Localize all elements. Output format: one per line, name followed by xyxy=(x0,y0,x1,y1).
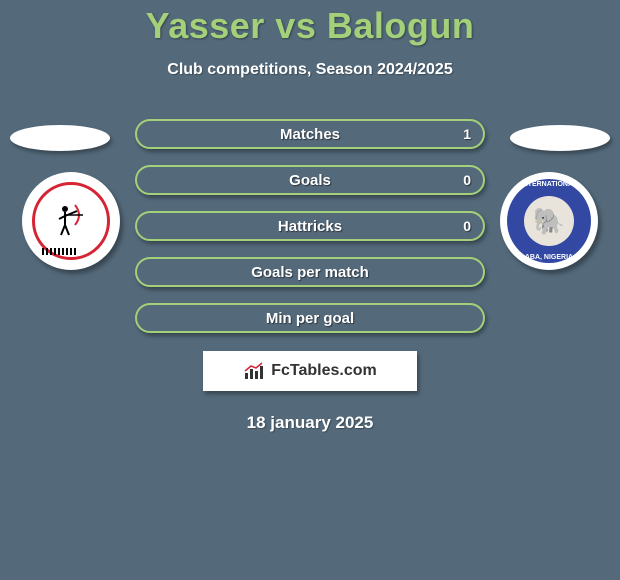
infographic-container: Yasser vs Balogun Club competitions, Sea… xyxy=(0,0,620,433)
chart-icon xyxy=(243,361,267,381)
stat-row-goals: Goals 0 xyxy=(135,165,485,195)
stat-row-min-per-goal: Min per goal xyxy=(135,303,485,333)
attribution-text: FcTables.com xyxy=(271,362,377,380)
page-title: Yasser vs Balogun xyxy=(0,5,620,47)
date-text: 18 january 2025 xyxy=(0,413,620,433)
stats-list: Matches 1 Goals 0 Hattricks 0 Goals per … xyxy=(0,119,620,333)
stat-value-right: 0 xyxy=(463,218,471,234)
stat-label: Matches xyxy=(280,126,340,143)
stat-value-right: 0 xyxy=(463,172,471,188)
stat-label: Hattricks xyxy=(278,218,342,235)
stat-label: Goals per match xyxy=(251,264,369,281)
stat-label: Goals xyxy=(289,172,331,189)
stat-row-matches: Matches 1 xyxy=(135,119,485,149)
stat-row-goals-per-match: Goals per match xyxy=(135,257,485,287)
stat-value-right: 1 xyxy=(463,126,471,142)
subtitle: Club competitions, Season 2024/2025 xyxy=(0,61,620,79)
attribution-box: FcTables.com xyxy=(203,351,417,391)
stat-row-hattricks: Hattricks 0 xyxy=(135,211,485,241)
stat-label: Min per goal xyxy=(266,310,354,327)
